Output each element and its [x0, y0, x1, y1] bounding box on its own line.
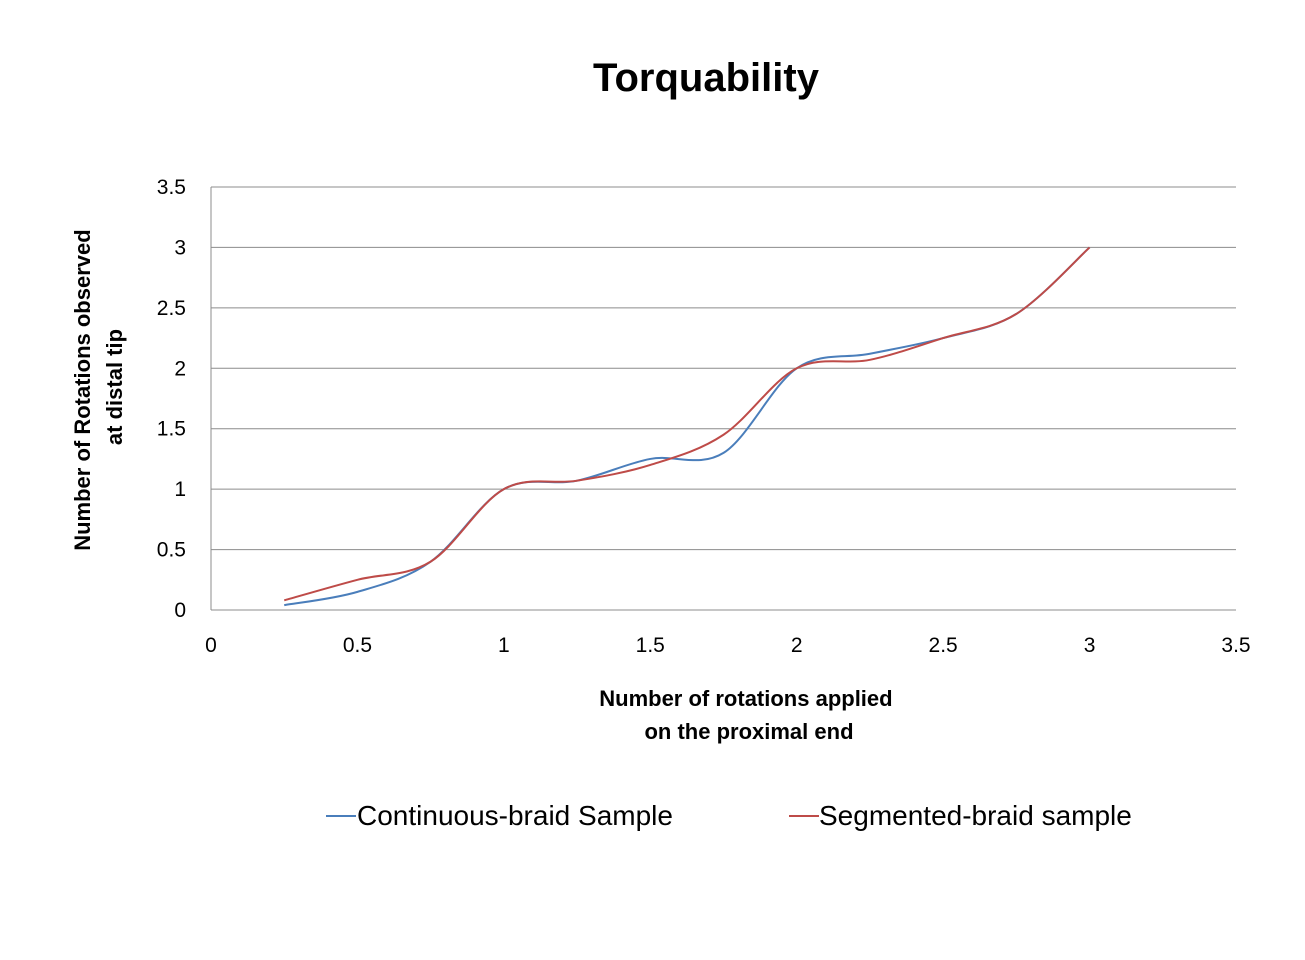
y-tick-label: 2.5 [157, 297, 186, 320]
x-tick-label: 2.5 [929, 634, 958, 657]
x-tick-label: 1.5 [636, 634, 665, 657]
x-tick-label: 1 [498, 634, 510, 657]
chart-title: Torquability [593, 56, 820, 100]
legend: Continuous-braid Sample Segmented-braid … [326, 800, 1132, 831]
y-tick-label: 1.5 [157, 418, 186, 441]
x-tick-label: 0 [205, 634, 217, 657]
x-axis-title-line-1: Number of rotations applied [599, 686, 892, 711]
y-tick-label: 1 [174, 478, 186, 501]
y-tick-label: 0.5 [157, 539, 186, 562]
legend-item-continuous: Continuous-braid Sample [326, 800, 673, 831]
x-axis-title-line-2: on the proximal end [644, 719, 853, 744]
y-tick-label: 0 [174, 599, 186, 622]
x-tick-label: 3.5 [1221, 634, 1250, 657]
x-axis-title: Number of rotations applied on the proxi… [599, 686, 898, 744]
x-tick-label: 0.5 [343, 634, 372, 657]
x-tick-label: 2 [791, 634, 803, 657]
x-tick-label: 3 [1084, 634, 1096, 657]
legend-item-segmented: Segmented-braid sample [789, 800, 1132, 831]
y-tick-label: 3 [174, 236, 186, 259]
y-axis-title-line-1: Number of Rotations observed [70, 229, 95, 550]
series-line-continuous [284, 246, 1091, 607]
y-axis-title-line-2: at distal tip [102, 329, 127, 445]
y-axis-title: Number of Rotations observed at distal t… [70, 223, 127, 551]
y-tick-label: 2 [174, 357, 186, 380]
series-line-segmented [283, 246, 1091, 602]
y-tick-label: 3.5 [157, 176, 186, 199]
legend-label-continuous: Continuous-braid Sample [357, 800, 673, 831]
y-tick-labels: 0 0.5 1 1.5 2 2.5 3 3.5 [157, 176, 186, 622]
series-lines [283, 246, 1091, 607]
x-tick-labels: 0 0.5 1 1.5 2 2.5 3 3.5 [205, 634, 1250, 657]
gridlines [211, 186, 1236, 551]
axes [210, 187, 1236, 611]
legend-label-segmented: Segmented-braid sample [819, 800, 1132, 831]
